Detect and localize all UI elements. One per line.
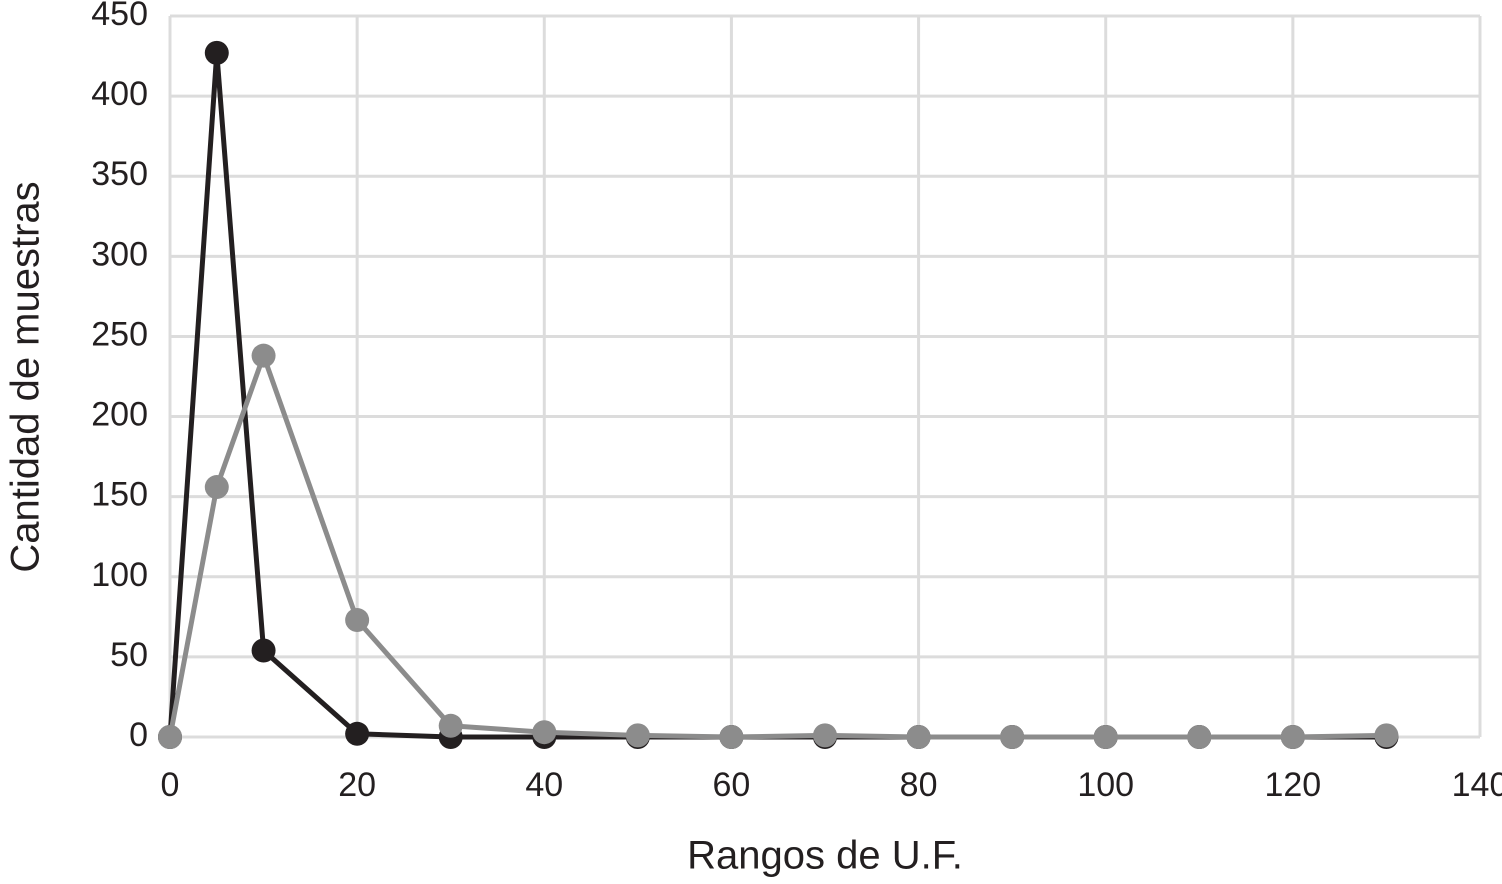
y-tick-label: 450 bbox=[91, 0, 148, 33]
series-line bbox=[167, 50, 1387, 740]
data-point bbox=[1187, 725, 1212, 749]
x-tick-label: 140 bbox=[1452, 766, 1502, 804]
data-point bbox=[1000, 725, 1025, 749]
data-point bbox=[1280, 725, 1305, 749]
x-tick-label: 40 bbox=[525, 766, 563, 804]
y-tick-label: 200 bbox=[91, 396, 148, 434]
x-tick-label: 20 bbox=[338, 766, 376, 804]
data-point bbox=[532, 720, 557, 745]
data-point bbox=[625, 723, 650, 748]
y-tick-label: 150 bbox=[91, 476, 148, 514]
data-point bbox=[204, 475, 229, 500]
series-line bbox=[167, 353, 1387, 740]
x-tick-label: 120 bbox=[1264, 766, 1321, 804]
x-tick-label: 0 bbox=[161, 766, 180, 804]
x-tick-label: 60 bbox=[713, 766, 751, 804]
y-tick-label: 0 bbox=[129, 716, 148, 754]
y-tick-label: 400 bbox=[91, 75, 148, 113]
y-tick-label: 50 bbox=[110, 636, 148, 674]
y-tick-label: 250 bbox=[91, 315, 148, 353]
data-point bbox=[345, 608, 370, 633]
data-point bbox=[906, 725, 931, 749]
y-tick-label: 350 bbox=[91, 155, 148, 193]
data-point bbox=[1374, 723, 1399, 748]
data-point bbox=[438, 713, 463, 738]
data-point bbox=[158, 725, 182, 749]
data-point bbox=[251, 343, 276, 368]
data-point bbox=[719, 725, 744, 749]
data-point bbox=[251, 638, 276, 663]
x-axis-label: Rangos de U.F. bbox=[687, 834, 963, 878]
x-tick-label: 80 bbox=[900, 766, 938, 804]
x-tick-label: 100 bbox=[1077, 766, 1134, 804]
data-point bbox=[204, 40, 229, 65]
data-point bbox=[1093, 725, 1118, 749]
y-tick-label: 300 bbox=[91, 235, 148, 273]
y-axis-label: Cantidad de muestras bbox=[4, 181, 48, 572]
data-point bbox=[345, 721, 370, 746]
y-tick-label: 100 bbox=[91, 556, 148, 594]
data-point bbox=[813, 723, 837, 748]
